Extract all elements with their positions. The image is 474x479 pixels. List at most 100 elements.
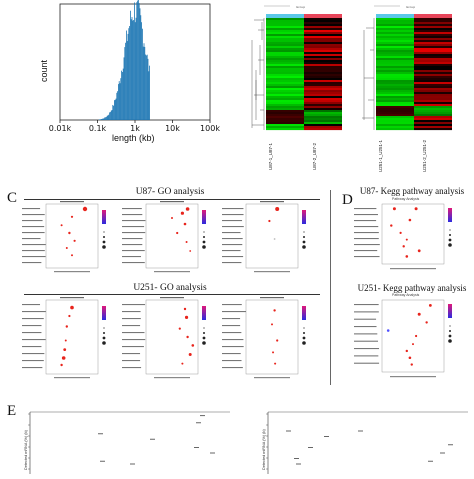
- go-dot: [191, 344, 195, 347]
- heatmap-cell: [414, 18, 452, 21]
- go-dot: [71, 254, 73, 257]
- e-scatter-plot: [28, 411, 230, 474]
- go-dot: [176, 231, 179, 235]
- e-scatter-plot: [266, 411, 468, 474]
- heatmap-cell: [304, 124, 342, 127]
- heatmap-cell: [414, 74, 452, 77]
- heatmap-cell: [266, 110, 304, 113]
- e-ylabel-2: Detected miRNA (%) (b): [262, 429, 266, 470]
- heatmap-cell: [266, 114, 304, 117]
- go-dot: [64, 339, 67, 342]
- heatmap-cell: [414, 36, 452, 39]
- heatmap-u251-col-label-1: U251-1_U251-1: [378, 139, 383, 172]
- kegg-dot: [425, 321, 428, 324]
- heatmap-u251-group-bar-2: [414, 14, 452, 18]
- heatmap-cell: [304, 110, 342, 113]
- heatmap-cell: [414, 128, 452, 131]
- e-point-label: [308, 447, 313, 448]
- go-dot-plot: [22, 297, 106, 379]
- histogram-bar: [106, 115, 108, 120]
- go-dot: [181, 362, 184, 365]
- heatmap-cell: [304, 72, 342, 75]
- histogram-bar: [119, 83, 121, 120]
- heatmap-cell: [304, 92, 342, 95]
- go-u251-plots: [20, 296, 320, 386]
- kegg-dot: [392, 207, 396, 211]
- heatmap-cell: [414, 98, 452, 101]
- histogram-x-ticks: 0.01k 0.1k 1k 10k 100k: [49, 120, 220, 133]
- histogram-bar: [130, 19, 132, 121]
- kegg-dot: [417, 312, 421, 316]
- go-dot-plot: [22, 201, 106, 273]
- heatmap-cell: [266, 52, 304, 55]
- histogram-bar: [134, 22, 136, 120]
- heatmap-cell: [304, 116, 342, 119]
- heatmap-cell: [414, 54, 452, 57]
- heatmap-cell: [376, 34, 414, 37]
- panel-letter-c: C: [7, 190, 18, 206]
- go-dot: [184, 315, 189, 319]
- heatmap-cell: [304, 66, 342, 69]
- go-dot: [271, 323, 273, 326]
- heatmap-cell: [266, 54, 304, 57]
- heatmap-cell: [304, 78, 342, 81]
- heatmap-u87: Group: [250, 0, 360, 165]
- heatmap-cell: [376, 116, 414, 119]
- histogram-bar: [114, 100, 115, 120]
- heatmap-cell: [266, 40, 304, 43]
- heatmap-cell: [304, 48, 342, 51]
- heatmap-u251-dendrogram: [362, 18, 375, 130]
- e-point-label: [200, 415, 205, 417]
- heatmap-cell: [414, 126, 452, 129]
- heatmap-cell: [304, 18, 342, 21]
- histogram-bar: [144, 46, 146, 121]
- svg-text:Group: Group: [296, 5, 305, 9]
- histogram-bar: [99, 119, 101, 120]
- kegg-u251-title: U251- Kegg pathway analysis: [357, 283, 467, 293]
- go-dot: [276, 339, 279, 342]
- histogram-bar: [142, 28, 143, 121]
- e-point-label: [130, 463, 135, 465]
- go-dot: [70, 305, 74, 310]
- histogram-bar: [98, 119, 100, 120]
- heatmap-cell: [266, 84, 304, 87]
- histogram-bar: [115, 98, 117, 120]
- length-histogram: 0.01k 0.1k 1k 10k 100k: [49, 0, 220, 133]
- heatmap-cell: [414, 104, 452, 107]
- histogram-bar: [100, 119, 102, 120]
- histogram-bar: [102, 118, 103, 120]
- heatmap-cell: [266, 108, 304, 111]
- heatmap-cell: [414, 82, 452, 85]
- heatmap-cell: [376, 70, 414, 73]
- heatmap-cell: [376, 124, 414, 127]
- heatmap-cell: [414, 120, 452, 123]
- heatmap-cell: [414, 38, 452, 41]
- histogram-x-tick-label: 10k: [165, 124, 180, 133]
- go-dot: [185, 241, 188, 243]
- histogram-bar: [129, 26, 130, 120]
- heatmap-cell: [266, 30, 304, 33]
- histogram-bar: [146, 54, 148, 120]
- heatmap-cell: [376, 18, 414, 21]
- heatmap-cell: [414, 26, 452, 29]
- histogram-bar: [103, 118, 105, 120]
- go-dot: [61, 356, 66, 360]
- heatmap-cell: [304, 44, 342, 47]
- heatmap-cell: [376, 28, 414, 31]
- heatmap-cell: [304, 86, 342, 89]
- heatmap-cell: [266, 68, 304, 71]
- histogram-bar: [116, 92, 118, 120]
- histogram-bar: [122, 72, 123, 120]
- go-u87-rule: [24, 199, 320, 200]
- heatmap-cell: [414, 70, 452, 73]
- heatmap-u87-col-label-2: U87-2_U87-2: [312, 142, 317, 170]
- heatmap-cell: [266, 120, 304, 123]
- histogram-bar: [146, 55, 147, 120]
- heatmap-cell: [266, 104, 304, 107]
- heatmap-cell: [414, 62, 452, 65]
- heatmap-cell: [376, 84, 414, 87]
- kegg-dot: [414, 207, 418, 211]
- heatmap-cell: [414, 32, 452, 35]
- heatmap-u87-col-label-1: U87-1_U87-1: [268, 142, 273, 170]
- heatmap-cell: [376, 46, 414, 49]
